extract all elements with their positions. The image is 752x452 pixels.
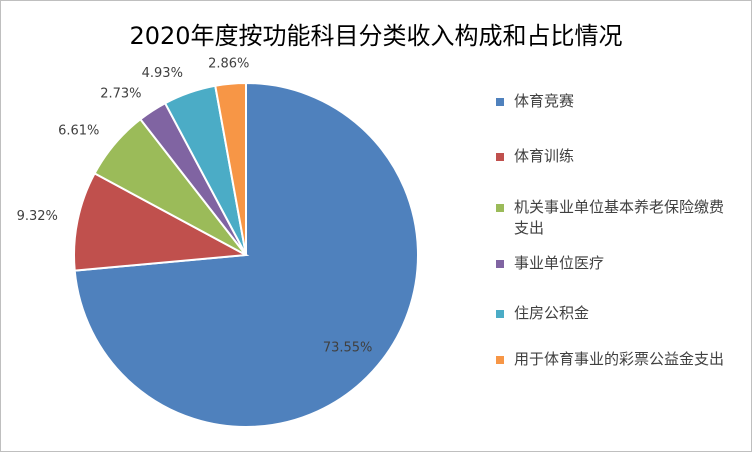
data-label: 4.93% xyxy=(142,66,183,81)
legend-swatch xyxy=(496,204,504,212)
pie-slice xyxy=(73,172,250,272)
legend-item: 体育竞赛 xyxy=(496,91,732,112)
legend-swatch xyxy=(496,260,504,268)
legend-swatch xyxy=(496,153,504,161)
legend-swatch xyxy=(496,98,504,106)
legend-swatch xyxy=(496,310,504,318)
data-label: 2.86% xyxy=(208,56,249,71)
legend-label: 机关事业单位基本养老保险缴费支出 xyxy=(514,198,725,237)
legend-label: 体育竞赛 xyxy=(514,92,575,110)
data-label: 9.32% xyxy=(17,209,58,224)
legend-item: 机关事业单位基本养老保险缴费支出 xyxy=(496,197,732,239)
chart-title: 2020年度按功能科目分类收入构成和占比情况 xyxy=(129,22,622,50)
legend-item: 住房公积金 xyxy=(496,303,732,324)
legend-label: 体育训练 xyxy=(514,147,575,165)
legend-swatch xyxy=(496,356,504,364)
legend-item: 事业单位医疗 xyxy=(496,253,732,274)
data-label: 73.55% xyxy=(323,340,373,355)
data-label: 2.73% xyxy=(100,86,141,101)
legend-label: 住房公积金 xyxy=(514,304,590,322)
data-label: 6.61% xyxy=(58,123,99,138)
legend-label: 用于体育事业的彩票公益金支出 xyxy=(514,350,725,368)
legend-item: 用于体育事业的彩票公益金支出 xyxy=(496,349,732,370)
legend-item: 体育训练 xyxy=(496,146,732,167)
pie-slice xyxy=(214,81,247,256)
legend-label: 事业单位医疗 xyxy=(514,254,605,272)
